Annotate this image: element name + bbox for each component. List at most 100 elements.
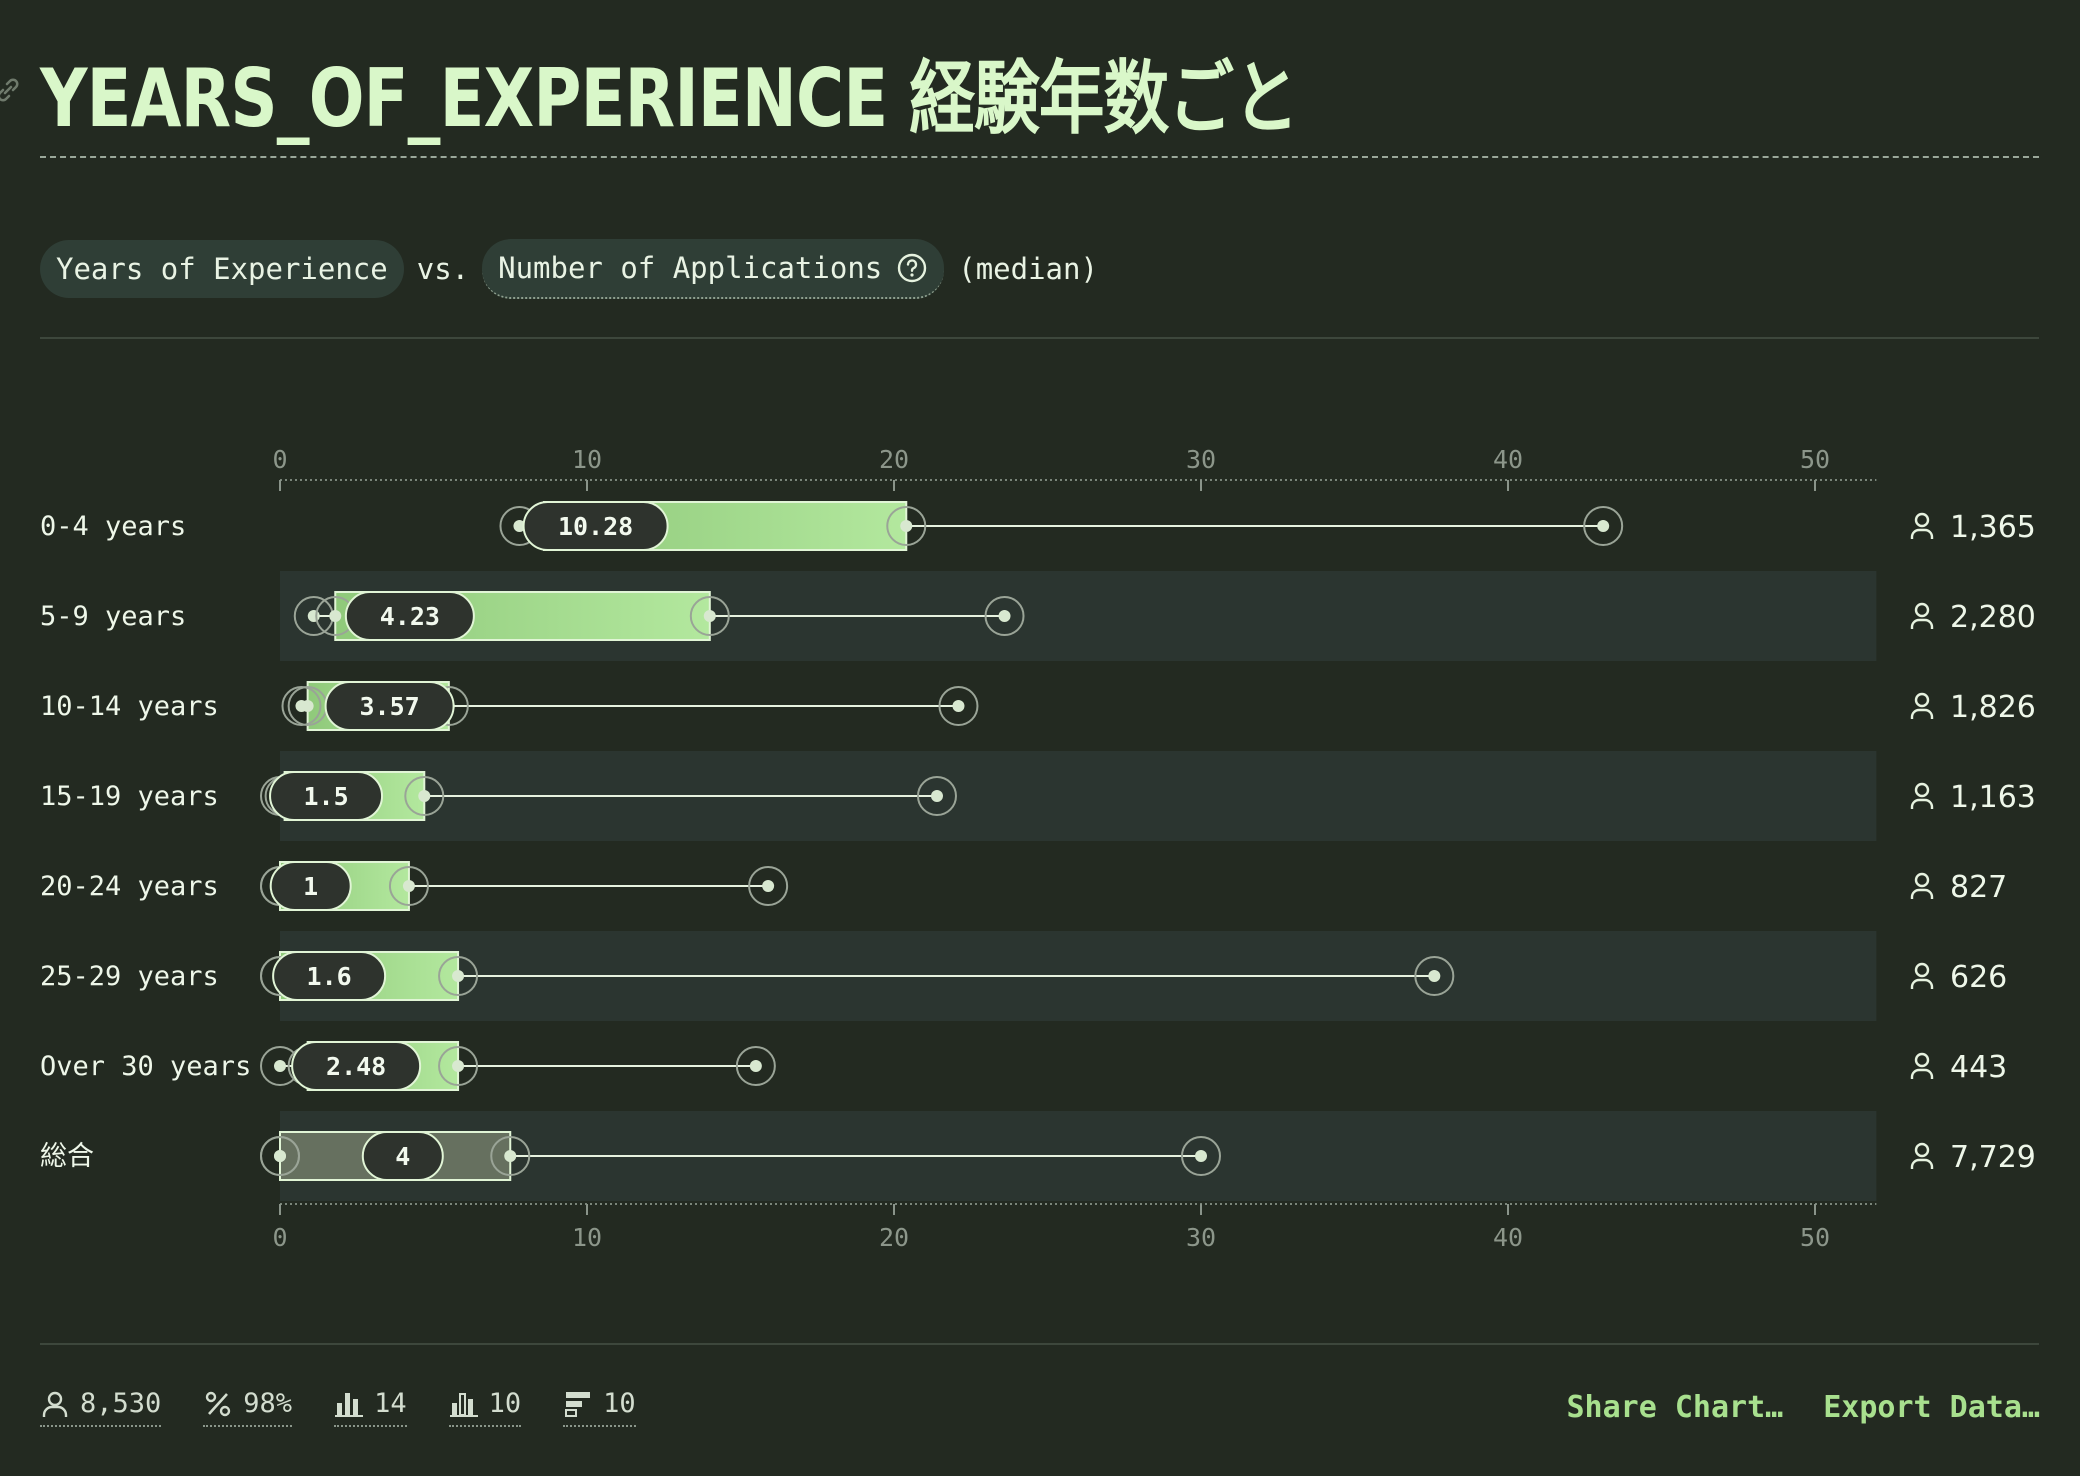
export-data-link[interactable]: Export Data… [1823,1390,2040,1425]
max-marker [998,610,1011,622]
box-row-1: 5-9 years 4.23 2,280 [40,591,2036,641]
q3-marker-ring [438,956,479,996]
person-icon-head [1914,692,1930,708]
max-marker [1195,1150,1207,1162]
row-label: 15-19 years [40,781,219,812]
help-icon[interactable] [896,252,928,284]
max-marker-ring [748,866,789,906]
person-icon-body [1910,978,1934,989]
grid-chart-icon [565,1391,591,1417]
median-label: 2.48 [326,1052,386,1081]
person-icon-head [1914,782,1930,798]
aggregate-label: (median) [958,252,1098,286]
person-icon-head [1914,602,1930,618]
row-count: 626 [1950,960,2007,995]
bar-outline-stat[interactable]: 10 [448,1388,522,1427]
bottom-tick-label: 0 [272,1223,287,1252]
vs-label: vs. [416,252,470,286]
median-pill [269,861,352,911]
person-icon [1910,602,1934,629]
box-row-overall: 総合 4 7,729 [40,1131,2036,1181]
median-label: 4.23 [380,602,440,631]
q3-marker-ring [388,866,429,906]
median-label: 1.5 [303,782,348,811]
q3-marker [402,880,415,892]
person-icon-head [1914,512,1930,528]
row-count: 1,826 [1950,690,2036,725]
box-row-6: Over 30 years 2.48 443 [40,1041,2007,1091]
median-label: 4 [395,1142,410,1171]
top-tick-label: 10 [572,445,602,474]
bar-chart-outline-icon [449,1392,478,1417]
box-row-2: 10-14 years 3.57 1,826 [40,681,2036,731]
max-marker-ring [1181,1136,1221,1176]
box-row-5: 25-29 years 1.6 626 [40,951,2007,1001]
person-icon-body [1910,528,1934,539]
q3-marker-ring [490,1136,531,1176]
max-marker-ring [916,776,957,816]
person-icon [1910,782,1934,809]
max-marker [1428,970,1441,982]
bottom-tick-label: 40 [1493,1223,1523,1252]
median-label: 1 [303,872,318,901]
chart-subtitle: Years of Experience vs. Number of Applic… [40,239,1098,299]
q3-marker [452,970,465,982]
row-count: 1,163 [1950,780,2036,815]
median-pill [291,1041,422,1091]
q3-marker [452,1060,465,1072]
median-pill [361,1131,444,1181]
footer-actions: Share Chart… Export Data… [1527,1390,2041,1425]
max-marker [762,880,775,892]
row-count: 7,729 [1950,1140,2036,1175]
grid-stat[interactable]: 10 [563,1388,636,1427]
share-chart-link[interactable]: Share Chart… [1566,1390,1784,1425]
median-pill [344,591,475,641]
y-metric-pill[interactable]: Number of Applications [482,239,945,299]
percent-icon [206,1391,231,1416]
q3-marker [504,1150,517,1162]
percent-stat[interactable]: 98% [203,1388,293,1427]
min-marker [513,520,526,532]
q1-marker-ring [260,1136,300,1176]
q3-marker-ring [404,776,445,816]
row-count: 443 [1950,1050,2007,1085]
bottom-tick-label: 50 [1800,1223,1830,1252]
q3-marker-ring [438,1046,479,1086]
header-divider [40,337,2039,339]
row-label: 0-4 years [40,511,186,542]
bar-stat[interactable]: 14 [334,1388,407,1427]
link-anchor-icon[interactable] [0,76,22,104]
footer-divider [40,1343,2039,1345]
row-label: 20-24 years [40,871,219,902]
x-metric-pill[interactable]: Years of Experience [40,240,404,298]
top-tick-label: 20 [879,445,909,474]
box-row-3: 15-19 years 1.5 1,163 [40,771,2036,821]
median-pill [269,771,384,821]
bar-value: 14 [374,1388,407,1419]
max-marker-ring [1414,956,1455,996]
row-label: Over 30 years [40,1051,251,1082]
person-icon [1910,872,1934,899]
person-icon [1910,512,1934,539]
bar-chart-icon [335,1392,364,1417]
q3-marker [703,610,716,622]
max-marker [749,1060,762,1072]
median-pill [522,501,669,551]
top-tick-label: 0 [272,445,287,474]
q3-marker-ring [886,506,927,546]
person-icon-body [1910,708,1934,719]
person-icon [1910,692,1934,719]
y-metric-label: Number of Applications [498,251,883,285]
person-icon-body [1910,618,1934,629]
top-tick-label: 50 [1800,445,1830,474]
max-marker [1597,520,1610,532]
person-icon-head [1914,962,1930,978]
respondents-stat[interactable]: 8,530 [40,1388,162,1427]
person-icon [1910,962,1934,989]
q3-marker [418,790,431,802]
percent-value: 98% [243,1388,293,1419]
median-pill [324,681,455,731]
title-divider [40,156,2039,158]
q1-marker [274,1150,286,1162]
person-icon-body [1910,1068,1934,1079]
